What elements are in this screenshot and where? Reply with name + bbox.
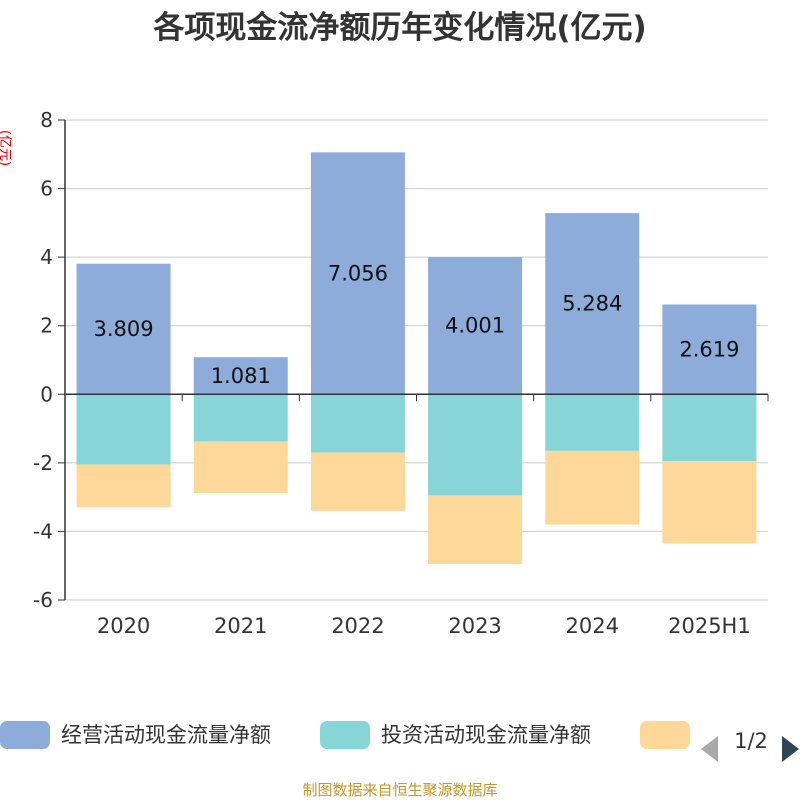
bar-value-label: 3.809 bbox=[94, 317, 154, 341]
bar-value-label: 5.284 bbox=[562, 292, 622, 316]
bar-value-label: 7.056 bbox=[328, 261, 388, 285]
bar-segment bbox=[76, 394, 171, 465]
y-tick-label: 8 bbox=[40, 108, 53, 132]
y-tick-label: -4 bbox=[33, 519, 53, 543]
legend-swatch bbox=[0, 721, 50, 749]
data-labels: 3.809 1.081 7.056 4.001 5.284 2.619 bbox=[94, 261, 740, 387]
bar-segment bbox=[193, 441, 288, 494]
bar-segment bbox=[310, 394, 405, 453]
axes: -6 -4 -2 0 2 4 6 8 2020 2021 2022 2023 2024 2025H1 bbox=[33, 108, 769, 638]
x-tick-label: 2020 bbox=[97, 614, 150, 638]
bar-segment bbox=[545, 213, 640, 395]
legend-prev-arrow-icon[interactable] bbox=[701, 736, 718, 762]
legend-item[interactable]: 投资活动现金流量净额 bbox=[320, 721, 591, 749]
bar-segment bbox=[428, 257, 523, 395]
bar-value-label: 1.081 bbox=[211, 364, 271, 388]
source-note: 制图数据来自恒生聚源数据库 bbox=[302, 781, 497, 799]
y-tick-label: 4 bbox=[40, 245, 53, 269]
legend-item[interactable]: 经营活动现金流量净额 bbox=[0, 721, 271, 749]
bar-segment bbox=[662, 394, 757, 462]
bar-segment bbox=[193, 357, 288, 395]
bar-segment bbox=[310, 152, 405, 395]
bar-segment bbox=[662, 461, 757, 544]
bar-segment bbox=[193, 394, 288, 442]
legend-label: 投资活动现金流量净额 bbox=[381, 723, 591, 747]
legend-swatch bbox=[640, 721, 690, 749]
bar-segment bbox=[662, 304, 757, 395]
legend-item[interactable] bbox=[640, 721, 690, 749]
y-tick-label: 2 bbox=[40, 314, 53, 338]
bar-segment bbox=[545, 450, 640, 525]
bar-segment bbox=[76, 263, 171, 395]
chart-title: 各项现金流净额历年变化情况(亿元) bbox=[152, 10, 646, 46]
legend-label: 经营活动现金流量净额 bbox=[61, 723, 271, 747]
y-tick-label: -2 bbox=[33, 451, 53, 475]
bars bbox=[76, 152, 757, 564]
x-tick-label: 2023 bbox=[448, 614, 501, 638]
x-tick-label: 2025H1 bbox=[668, 614, 751, 638]
bar-segment bbox=[76, 464, 171, 508]
bar-segment bbox=[545, 394, 640, 451]
legend-pager: 1/2 bbox=[701, 729, 799, 762]
legend-page-indicator: 1/2 bbox=[734, 729, 768, 753]
y-axis-unit-label: (亿元) bbox=[0, 130, 12, 166]
y-tick-label: 6 bbox=[40, 177, 53, 201]
y-tick-label: 0 bbox=[40, 382, 53, 406]
legend-swatch bbox=[320, 721, 370, 749]
gridlines bbox=[65, 119, 768, 601]
bar-segment bbox=[310, 452, 405, 511]
x-tick-label: 2022 bbox=[331, 614, 384, 638]
legend: 经营活动现金流量净额 投资活动现金流量净额 bbox=[0, 721, 690, 749]
legend-next-arrow-icon[interactable] bbox=[782, 736, 799, 762]
bar-value-label: 4.001 bbox=[445, 314, 505, 338]
x-tick-label: 2021 bbox=[214, 614, 267, 638]
bar-segment bbox=[428, 495, 523, 564]
bar-segment bbox=[428, 394, 523, 496]
x-tick-label: 2024 bbox=[566, 614, 619, 638]
y-tick-label: -6 bbox=[33, 588, 53, 612]
bar-value-label: 2.619 bbox=[679, 337, 739, 361]
